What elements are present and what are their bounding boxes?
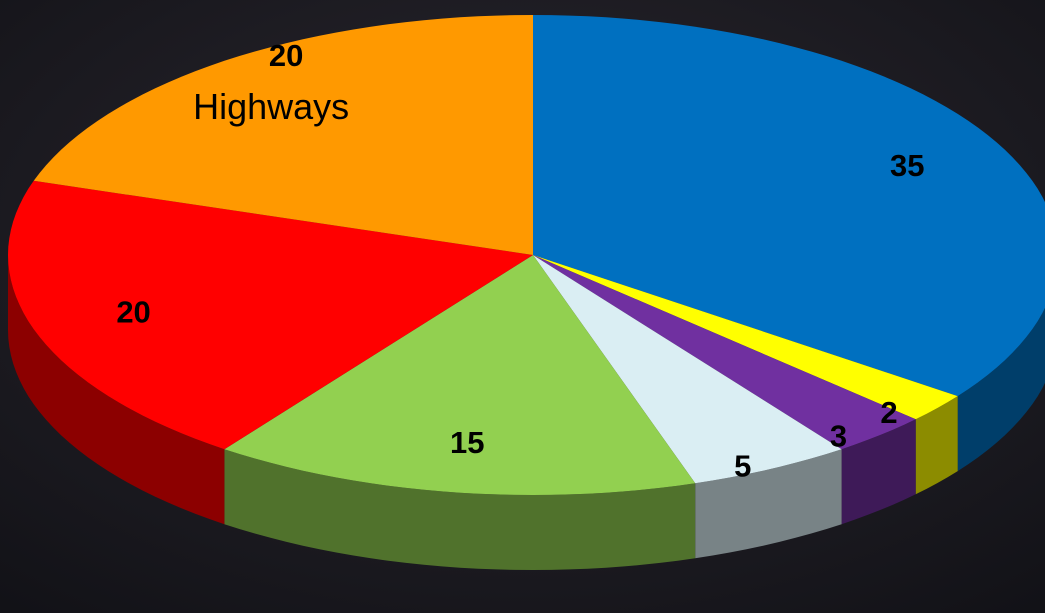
slice — [533, 15, 1045, 397]
data-label: 15 — [450, 425, 484, 460]
slice — [533, 255, 842, 484]
slice — [33, 15, 533, 255]
data-label: 20 — [269, 38, 303, 73]
slice-side — [695, 449, 842, 559]
data-label: 5 — [734, 448, 751, 483]
category-label: Highways — [193, 86, 349, 127]
slice-side — [224, 449, 696, 570]
slice — [224, 255, 696, 495]
slice-side — [957, 307, 1045, 472]
slice — [533, 255, 958, 420]
data-label: 2 — [880, 395, 897, 430]
pie-sides — [8, 255, 1045, 570]
data-label: 20 — [116, 295, 150, 330]
slice-side — [8, 255, 225, 525]
data-label: 3 — [830, 419, 847, 454]
slice-side — [841, 419, 916, 525]
slice — [8, 180, 533, 450]
slice-side — [915, 396, 958, 495]
data-label: 35 — [890, 148, 924, 183]
pie-tops — [8, 15, 1045, 495]
slice — [533, 255, 916, 450]
